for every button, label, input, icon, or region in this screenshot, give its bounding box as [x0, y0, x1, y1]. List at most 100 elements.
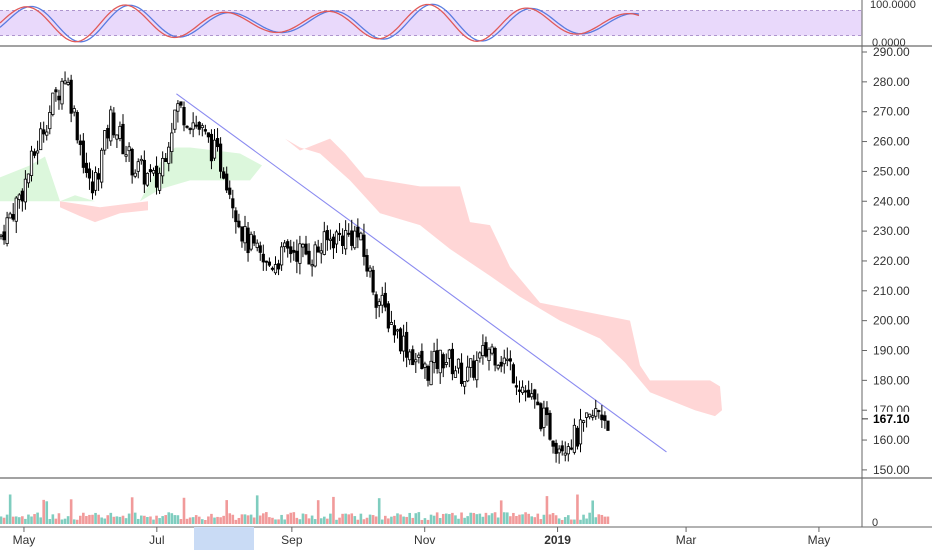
volume-bar [69, 499, 73, 524]
candle [136, 158, 140, 179]
candle-body [264, 260, 268, 263]
candle-body [395, 329, 400, 332]
candle-body [359, 232, 363, 241]
candle-body [109, 109, 113, 142]
candle-body [133, 172, 137, 177]
candle-body [459, 362, 464, 385]
candle-body [136, 161, 140, 172]
candle-body [32, 151, 37, 156]
volume-bar [127, 513, 131, 524]
candle [118, 121, 122, 142]
volume-bar [582, 514, 585, 524]
volume-bar [118, 516, 122, 524]
volume-bar [426, 519, 430, 524]
candle-body [115, 134, 119, 140]
candle [469, 358, 473, 378]
volume-bar [606, 516, 610, 524]
candle-body [542, 407, 546, 428]
candle-body [258, 245, 262, 253]
volume-bar [451, 512, 454, 524]
candle-body [20, 190, 24, 202]
candle [54, 87, 58, 102]
candle-body [447, 349, 451, 359]
candle [246, 221, 250, 262]
volume-bar [158, 518, 161, 524]
candle-body [575, 427, 580, 447]
candle-body [603, 415, 607, 421]
candle [392, 319, 397, 343]
candle [218, 137, 223, 179]
volume-bar [63, 518, 67, 524]
candle [97, 168, 101, 191]
candle-body [566, 446, 570, 455]
candle-body [331, 236, 336, 249]
candle-body [316, 246, 320, 253]
candle-body [127, 146, 131, 152]
time-tick-label: Jul [149, 533, 164, 547]
candle-body [606, 420, 610, 431]
candle [286, 239, 290, 258]
volume-bar [100, 517, 103, 524]
candle-body [145, 172, 149, 186]
candle [261, 244, 265, 271]
candle-body [325, 230, 329, 241]
volume-bar [438, 518, 442, 524]
price-tick-label: 240.00 [873, 194, 910, 208]
candle [478, 351, 482, 363]
candle [337, 223, 342, 241]
candle-body [423, 363, 427, 368]
candle-body [456, 358, 461, 369]
volume-bar [72, 519, 76, 524]
candle-body [472, 360, 476, 378]
volume-bar [75, 519, 79, 524]
volume-bar [164, 515, 167, 524]
candle-body [496, 365, 500, 369]
candle [63, 71, 67, 85]
candle-body [218, 143, 223, 172]
candle-body [234, 210, 238, 223]
volume-bar [301, 513, 305, 524]
candle [154, 156, 159, 195]
volume-bar [475, 514, 479, 524]
candle-body [536, 401, 540, 406]
candle-body [78, 140, 82, 145]
price-tick-label: 180.00 [873, 373, 910, 387]
candle [328, 229, 333, 250]
candle-body [572, 424, 577, 453]
candle-body [313, 244, 317, 267]
candle [5, 211, 9, 247]
candle [588, 413, 592, 420]
candle-body [182, 106, 186, 126]
candle [405, 321, 409, 368]
candle [581, 419, 586, 432]
time-tick-label: May [13, 533, 36, 547]
candle-body [84, 162, 88, 174]
candle [90, 170, 95, 200]
volume-bar [268, 517, 271, 524]
volume-bar [371, 515, 375, 524]
last-price-box [864, 411, 924, 426]
candle [69, 74, 73, 123]
candle [87, 162, 92, 190]
candle-body [173, 109, 177, 130]
candle-body [228, 187, 232, 195]
volume-bar [82, 512, 85, 524]
candle [14, 195, 18, 234]
candle [359, 231, 363, 241]
volume-bar [219, 517, 222, 524]
candle [499, 355, 503, 373]
volume-bar [460, 512, 463, 524]
candle [48, 105, 52, 135]
candle [26, 173, 31, 188]
candle-body [81, 140, 85, 168]
candle [508, 350, 512, 371]
volume-bar [21, 516, 24, 524]
candle [520, 380, 525, 395]
volume-bar [377, 498, 381, 524]
candle [453, 365, 458, 378]
candle-body [267, 261, 272, 266]
candle [258, 241, 262, 261]
volume-bar [362, 519, 366, 524]
volume-bar [603, 516, 607, 524]
candle-body [374, 294, 378, 308]
